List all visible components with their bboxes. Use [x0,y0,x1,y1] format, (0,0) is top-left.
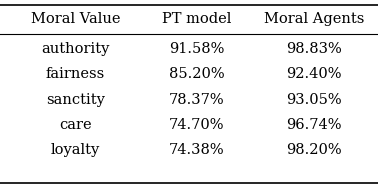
Text: 96.74%: 96.74% [286,118,341,132]
Text: 85.20%: 85.20% [169,67,225,81]
Text: 74.70%: 74.70% [169,118,224,132]
Text: 74.38%: 74.38% [169,143,225,157]
Text: Moral Value: Moral Value [31,12,120,26]
Text: PT model: PT model [162,12,231,26]
Text: authority: authority [42,42,110,56]
Text: loyalty: loyalty [51,143,100,157]
Text: 91.58%: 91.58% [169,42,224,56]
Text: 93.05%: 93.05% [286,93,342,107]
Text: 78.37%: 78.37% [169,93,225,107]
Text: Moral Agents: Moral Agents [263,12,364,26]
Text: fairness: fairness [46,67,105,81]
Text: 98.20%: 98.20% [286,143,342,157]
Text: 92.40%: 92.40% [286,67,341,81]
Text: sanctity: sanctity [46,93,105,107]
Text: care: care [59,118,92,132]
Text: 98.83%: 98.83% [286,42,342,56]
